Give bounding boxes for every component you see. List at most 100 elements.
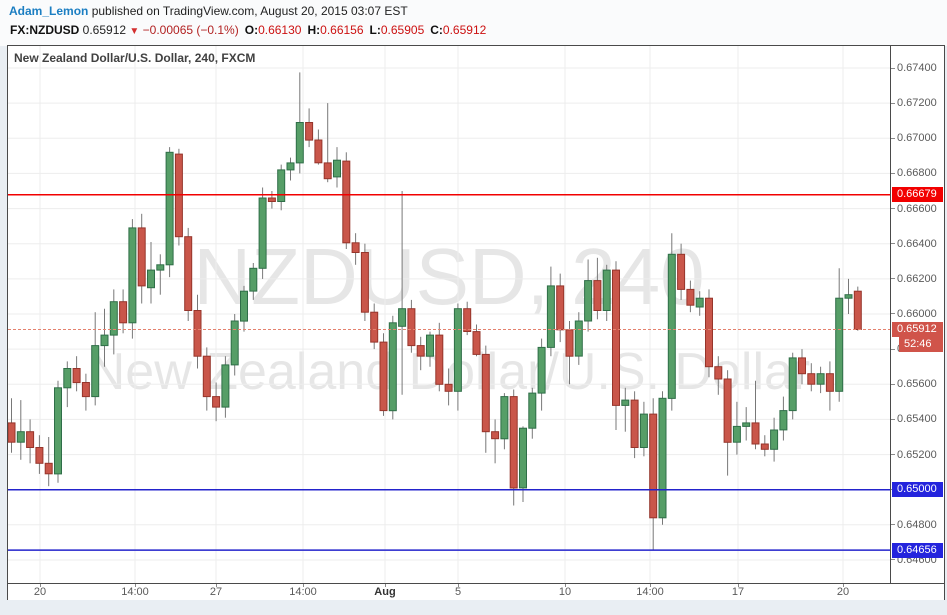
time-tick-label: 14:00 [636,586,664,598]
candle [686,288,695,306]
high-value: 0.66156 [320,23,364,37]
high-label: H: [307,23,321,37]
price-flag: 0.65912 [892,322,943,337]
time-tick-label: 20 [836,586,850,598]
candle [574,320,583,357]
time-tick-label: 14:00 [289,586,317,598]
candle [667,253,676,399]
candle [286,162,295,171]
time-tick-label: 27 [209,586,223,598]
price-flag: 0.66679 [892,187,943,202]
symbol-label: FX:NZDUSD [10,23,80,37]
candle [295,122,304,164]
price-tick-mark [891,173,895,174]
candle [323,162,332,180]
time-tick-label: 20 [33,586,47,598]
price-tick-mark [891,208,895,209]
time-tick-label: 10 [558,586,572,598]
price-tick-mark [891,313,895,314]
time-tick-label: 17 [731,586,745,598]
candle [305,122,314,141]
candle [63,368,72,389]
candle [314,139,323,164]
price-tick-label: 0.66400 [897,238,937,250]
time-tick-mark [565,584,566,587]
candle [770,429,779,450]
candle [714,366,723,380]
time-axis[interactable]: 20 14:00 27 14:00 Aug 5 10 14:00 17 20 [8,583,944,600]
price-tick-mark [891,419,895,420]
candle [8,422,16,443]
candlestick-chart[interactable] [8,46,890,583]
candle [844,294,853,299]
candle [798,357,806,375]
candle [639,413,648,449]
candle [732,425,741,443]
candle [612,269,620,406]
price-axis[interactable]: 0.67400 0.67200 0.67000 0.66800 0.66600 0.664… [890,46,944,583]
author-link[interactable]: Adam_Lemon [9,4,89,18]
time-tick-mark [843,584,844,587]
open-value: 0.66130 [258,23,302,37]
last-price: 0.65912 [82,23,127,37]
time-tick-mark [40,584,41,587]
candle [100,334,109,347]
candle [444,383,453,392]
time-tick-mark [650,584,651,587]
candle [184,236,193,311]
candle [481,353,490,433]
open-label: O: [244,23,259,37]
price-tick-mark [891,243,895,244]
time-tick-label: 14:00 [121,586,149,598]
price-tick-mark [891,103,895,104]
price-tick-mark [891,278,895,279]
candle [677,253,686,290]
candle [370,311,379,343]
price-tick-label: 0.66600 [897,203,937,215]
candle [491,431,500,440]
candle [109,301,118,336]
candle [212,396,221,408]
candle [333,159,341,178]
chart-plot-area[interactable]: NZDUSD, 240 New Zealand Dollar/U.S. Doll… [8,46,890,583]
price-tick-label: 0.64800 [897,519,937,531]
candle [147,269,155,289]
candle [593,280,602,312]
candle [825,373,834,392]
candle [35,447,44,464]
candle [602,269,611,312]
close-label: C: [430,23,443,37]
candle [360,252,369,313]
price-tick-mark [891,68,895,69]
price-tick-label: 0.65200 [897,449,937,461]
candle [546,285,555,348]
candle [156,264,165,271]
candle [835,297,844,392]
price-tick-label: 0.67400 [897,62,937,74]
candle [528,392,537,429]
price-tick-label: 0.65400 [897,413,937,425]
candle [398,308,407,327]
candle [621,399,630,406]
candle [277,169,286,203]
quote-line: FX:NZDUSD 0.65912 ▼ −0.00065 (−0.1%) O:0.… [10,23,486,37]
time-tick-label: 5 [454,586,462,598]
time-tick-mark [738,584,739,587]
candle [853,290,862,330]
close-value: 0.65912 [442,23,487,37]
candle [128,227,137,324]
candle [695,297,704,308]
candle [267,197,276,202]
price-tick-label: 0.65600 [897,378,937,390]
time-tick-mark [303,584,304,587]
price-change: −0.00065 (−0.1%) [142,23,239,37]
time-tick-mark [135,584,136,587]
candle [751,422,760,445]
candle [193,310,202,357]
candle [416,345,425,357]
candle [249,267,258,292]
candle [584,280,593,322]
price-tick-mark [891,384,895,385]
candle [407,308,416,347]
candle [565,329,574,357]
